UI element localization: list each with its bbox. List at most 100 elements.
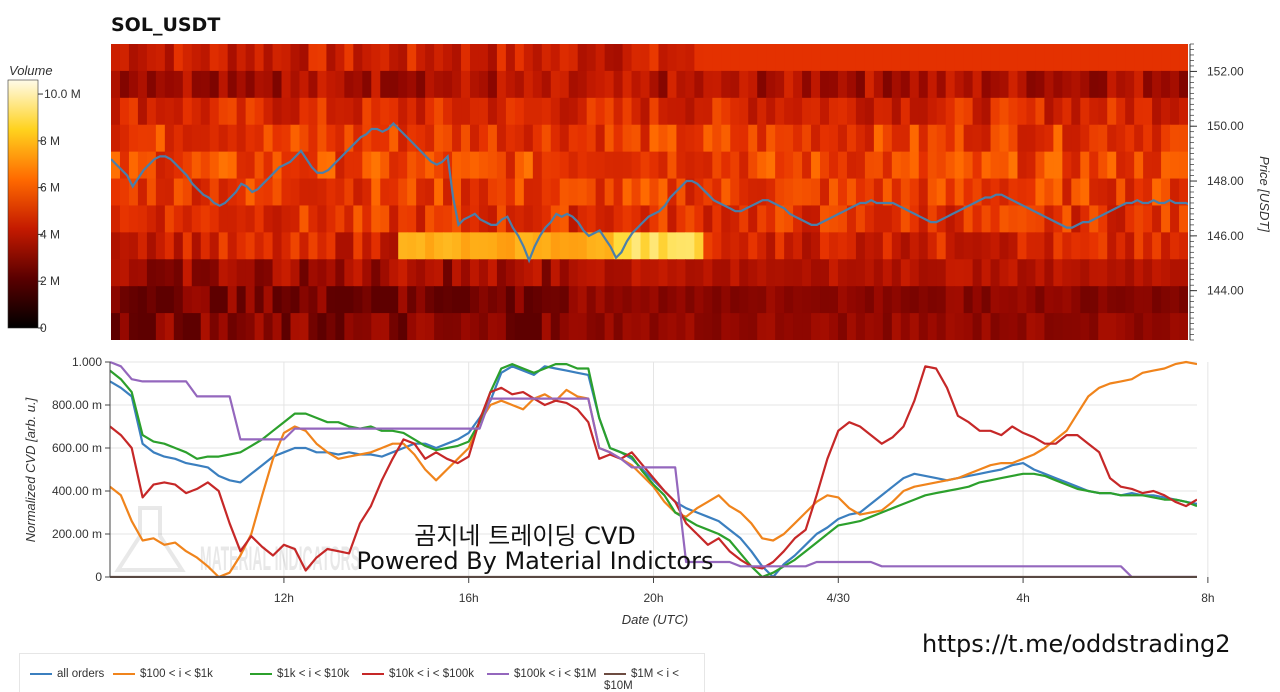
heatmap-cell — [299, 259, 310, 287]
heatmap-cell — [487, 44, 498, 72]
heatmap-cell — [981, 313, 992, 340]
heatmap-cell — [182, 286, 193, 314]
heatmap-cell — [299, 70, 310, 99]
heatmap-cell — [478, 178, 489, 207]
heatmap-cell — [272, 178, 283, 207]
heatmap-cell — [128, 151, 139, 180]
heatmap-cell — [1098, 151, 1108, 180]
legend-item[interactable]: $1k < i < $10k — [250, 668, 349, 680]
heatmap-cell — [936, 70, 947, 99]
overlay-subtitle: Powered By Material Indictors — [356, 547, 714, 575]
heatmap-cell — [963, 286, 974, 314]
heatmap-cell — [523, 259, 534, 287]
heatmap-cell — [164, 97, 175, 126]
heatmap-cell — [775, 124, 785, 153]
heatmap-cell — [972, 205, 983, 233]
heatmap-cell — [1170, 124, 1180, 153]
heatmap-cell — [568, 70, 579, 99]
legend-item[interactable]: $10k < i < $100k — [362, 668, 474, 680]
heatmap-cell — [200, 205, 211, 233]
heatmap-cell — [748, 151, 758, 180]
heatmap-cell — [470, 232, 480, 260]
heatmap-cell — [748, 232, 758, 260]
heatmap-cell — [577, 205, 588, 233]
heatmap-cell — [227, 70, 238, 99]
telegram-link[interactable]: https://t.me/oddstrading2 — [922, 630, 1231, 658]
heatmap-cell — [146, 313, 157, 340]
heatmap-cell — [640, 259, 651, 287]
heatmap-cell — [111, 124, 121, 153]
heatmap-cell — [981, 70, 992, 99]
heatmap-cell — [416, 124, 426, 153]
heatmap-cell — [407, 124, 417, 153]
legend-item[interactable]: $1M < i < $10M — [604, 668, 704, 692]
heatmap-cell — [667, 178, 678, 207]
heatmap-cell — [685, 151, 695, 180]
legend-item[interactable]: $100k < i < $1M — [487, 668, 596, 680]
heatmap-cell — [945, 313, 956, 340]
heatmap-cell — [1044, 151, 1054, 180]
heatmap-cell — [496, 178, 507, 207]
heatmap-cell — [281, 151, 292, 180]
heatmap-cell — [712, 313, 722, 340]
heatmap-cell — [1161, 286, 1171, 314]
heatmap-cell — [1170, 151, 1180, 180]
heatmap-cell — [748, 44, 758, 72]
heatmap-cell — [829, 178, 839, 207]
colorbar-tick-label: 6 M — [40, 181, 60, 195]
heatmap-cell — [909, 313, 920, 340]
heatmap-cell — [694, 313, 704, 340]
heatmap-cell — [990, 151, 1001, 180]
heatmap-cell — [1035, 178, 1045, 207]
heatmap-cell — [586, 205, 597, 233]
heatmap-cell — [254, 259, 265, 287]
heatmap-cell — [784, 97, 794, 126]
heatmap-cell — [326, 70, 336, 99]
heatmap-cell — [631, 232, 642, 260]
heatmap-cell — [766, 286, 776, 314]
heatmap-cell — [873, 313, 884, 340]
heatmap-cell — [416, 44, 426, 72]
heatmap-cell — [1080, 97, 1090, 126]
heatmap-cell — [811, 151, 821, 180]
heatmap-cell — [164, 151, 175, 180]
heatmap-cell — [1134, 151, 1144, 180]
heatmap-cell — [550, 70, 561, 99]
heatmap-cell — [864, 151, 875, 180]
heatmap-cell — [281, 97, 292, 126]
heatmap-cell — [434, 232, 444, 260]
heatmap-cell — [470, 97, 480, 126]
heatmap-cell — [487, 178, 498, 207]
heatmap-cell — [1080, 151, 1090, 180]
heatmap-cell — [577, 151, 588, 180]
legend-item[interactable]: $100 < i < $1k — [113, 668, 213, 680]
legend-item[interactable]: all orders — [30, 668, 104, 680]
heatmap-cell — [649, 97, 660, 126]
heatmap-cell — [541, 313, 552, 340]
x-tick-label: 8h — [1201, 591, 1214, 605]
heatmap-cell — [1035, 151, 1045, 180]
heatmap-cell — [425, 70, 435, 99]
heatmap-cell — [712, 178, 722, 207]
heatmap-cell — [514, 124, 525, 153]
heatmap-cell — [811, 205, 821, 233]
heatmap-cell — [775, 97, 785, 126]
heatmap-cell — [155, 205, 166, 233]
heatmap-cell — [1098, 97, 1108, 126]
heatmap-cell — [137, 124, 148, 153]
heatmap-cell — [1071, 259, 1081, 287]
heatmap-cell — [111, 232, 121, 260]
heatmap-cell — [972, 70, 983, 99]
heatmap-cell — [1017, 151, 1028, 180]
heatmap-cell — [362, 151, 372, 180]
heatmap-cell — [164, 205, 175, 233]
heatmap-cell — [407, 178, 417, 207]
heatmap-cell — [739, 286, 749, 314]
heatmap-cell — [595, 259, 606, 287]
heatmap-cell — [1035, 286, 1045, 314]
heatmap-cell — [1125, 232, 1135, 260]
heatmap-cell — [721, 151, 731, 180]
heatmap-cell — [730, 44, 740, 72]
heatmap-cell — [1026, 313, 1037, 340]
heatmap-cell — [1125, 178, 1135, 207]
